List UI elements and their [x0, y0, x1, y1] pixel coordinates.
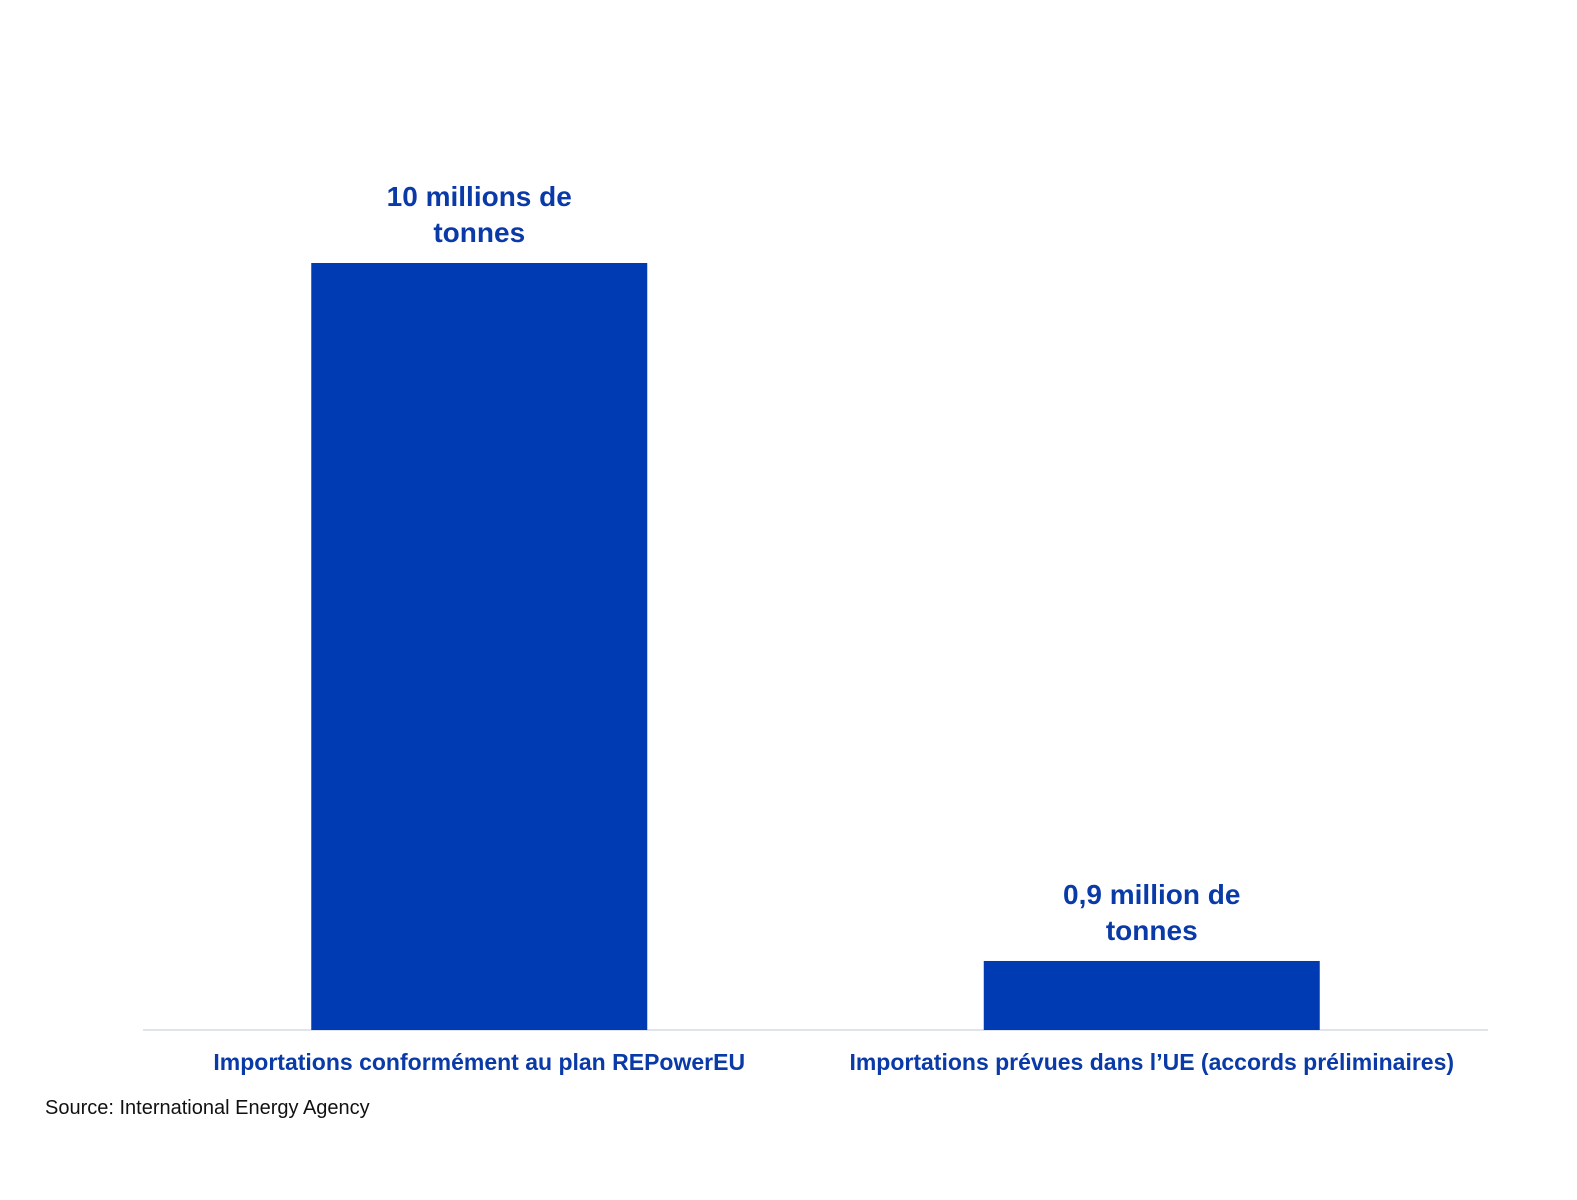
x-tick-label: Importations conformément au plan REPowe… [213, 1049, 746, 1075]
value-label: 0,9 million de tonnes [1063, 878, 1241, 946]
x-tick-label: Importations prévues dans l’UE (accords … [849, 1049, 1455, 1075]
bar [983, 960, 1320, 1030]
bar [311, 263, 648, 1030]
source-note: Source: International Energy Agency [45, 1097, 370, 1119]
value-label: 10 millions de tonnes [386, 181, 572, 248]
